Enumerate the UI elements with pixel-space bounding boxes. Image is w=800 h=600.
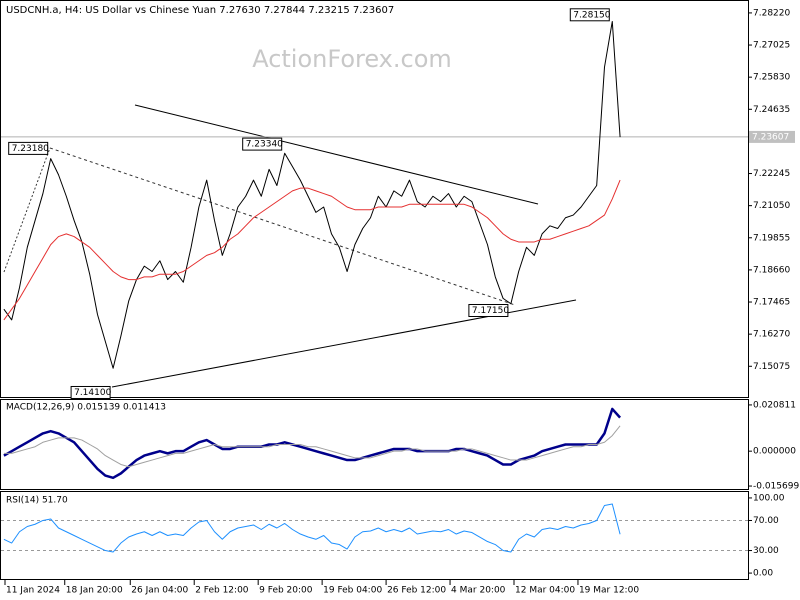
x-tick-label: 18 Jan 20:00 (66, 586, 123, 596)
y-tick-label: -0.015699 (753, 482, 799, 492)
last-price-label: 7.23607 (752, 132, 789, 142)
x-tick-label: 26 Jan 04:00 (131, 586, 188, 596)
watermark: ActionForex.com (252, 45, 452, 73)
y-tick-label: 0.000000 (753, 447, 796, 457)
y-tick-label: 7.22245 (753, 169, 790, 179)
y-tick-label: 30.00 (753, 546, 779, 556)
y-tick-label: 100.00 (753, 493, 785, 503)
y-tick-label: 7.28220 (753, 8, 790, 18)
chart-title: USDCNH.a, H4: US Dollar vs Chinese Yuan … (6, 5, 394, 16)
dashed-line (49, 147, 516, 306)
y-tick-label: 7.16270 (753, 330, 790, 340)
x-tick-label: 19 Feb 04:00 (323, 586, 382, 596)
y-tick-label: 7.15075 (753, 362, 790, 372)
rsi-title: RSI(14) 51.70 (6, 496, 68, 506)
series-line (3, 21, 621, 369)
rsi-frame (0, 491, 749, 580)
series-line (3, 425, 621, 468)
y-tick-label: 7.21050 (753, 201, 790, 211)
x-tick-label: 19 Mar 12:00 (579, 586, 639, 596)
x-tick-label: 11 Jan 2024 (6, 586, 60, 596)
price-label: 7.23340 (246, 140, 283, 150)
series-line (3, 503, 621, 553)
price-label-box (569, 8, 610, 22)
y-tick-label: 7.27025 (753, 41, 790, 51)
price-frame (0, 0, 749, 398)
y-tick-label: 0.020811 (753, 400, 796, 410)
y-tick-label: 70.00 (753, 516, 779, 526)
price-label: 7.14100 (74, 388, 111, 398)
price-label: 7.23180 (12, 144, 49, 154)
x-tick-label: 2 Feb 12:00 (195, 586, 249, 596)
x-tick-label: 9 Feb 20:00 (259, 586, 313, 596)
last-price-box (749, 130, 795, 143)
x-tick-label: 26 Feb 12:00 (387, 586, 446, 596)
price-label: 7.17150 (472, 306, 509, 316)
x-tick-label: 4 Mar 20:00 (451, 586, 506, 596)
macd-frame (0, 399, 749, 490)
y-tick-label: 7.25830 (753, 73, 790, 83)
price-label-box (468, 303, 509, 317)
series-line (3, 179, 621, 321)
y-tick-label: 7.24635 (753, 105, 790, 115)
y-tick-label: 7.17465 (753, 298, 790, 308)
y-tick-label: 7.18660 (753, 265, 790, 275)
price-label-box (70, 385, 111, 399)
x-tick-label: 12 Mar 04:00 (515, 586, 575, 596)
macd-title: MACD(12,26,9) 0.015139 0.011413 (6, 403, 166, 413)
y-tick-label: 7.19855 (753, 233, 790, 243)
price-label-box (242, 137, 283, 151)
price-label: 7.28150 (573, 10, 610, 20)
y-tick-label: 0.00 (753, 569, 773, 579)
trend-line (134, 104, 539, 205)
price-label-box (8, 141, 49, 155)
dashed-line (3, 147, 51, 273)
series-line (3, 407, 622, 480)
